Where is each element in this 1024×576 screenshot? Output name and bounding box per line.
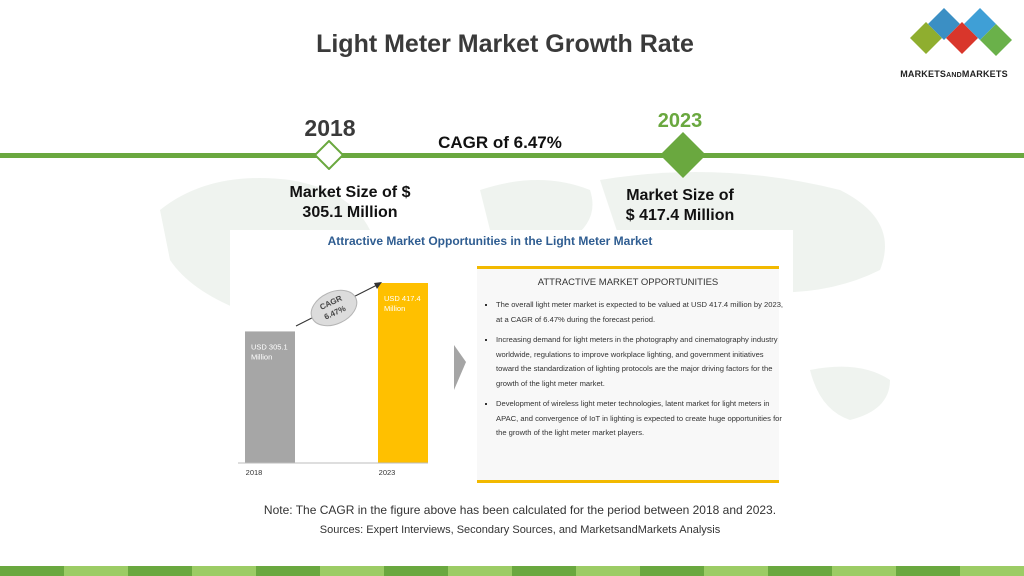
logo-text-part2: MARKETS [961,69,1008,79]
market-size-2023: Market Size of $ 417.4 Million [580,186,780,226]
cagr-arrow-head [374,282,382,289]
footer-stripe-segment [0,566,64,576]
transition-arrow [454,345,466,390]
year-2018-label: 2018 [304,115,356,141]
panel-title: Attractive Market Opportunities in the L… [327,234,653,248]
sources-text: Sources: Expert Interviews, Secondary So… [319,524,721,536]
bar-2023 [378,283,428,463]
x-tick-label: 2018 [246,468,263,477]
logo-text-and: AND [946,72,962,79]
bar-data-label: Million [384,304,405,313]
footer-stripe-segment [256,566,320,576]
bar-data-label: USD 417.4 [384,294,421,303]
opportunity-item: Increasing demand for light meters in th… [496,333,788,391]
footer-stripe-segment [768,566,832,576]
opportunities-box [477,266,779,483]
opportunities-heading: ATTRACTIVE MARKET OPPORTUNITIES [537,277,719,288]
logo-diamond-green [980,24,1012,56]
footer-stripe-segment [896,566,960,576]
timeline-line [0,153,1024,158]
year-2023-label: 2023 [657,110,703,132]
footer-stripe-segment [192,566,256,576]
cagr-ellipse [310,289,358,327]
footer-stripe-segment [64,566,128,576]
x-tick-label: 2023 [379,468,396,477]
market-size-2023-line2: $ 417.4 Million [625,207,735,224]
footer-stripe-segment [576,566,640,576]
cagr-label: CAGR of 6.47% [438,133,562,152]
opportunity-item: Development of wireless light meter tech… [496,397,788,441]
footer-stripe-segment [960,566,1024,576]
footer-stripe-segment [384,566,448,576]
footer-stripe-segment [320,566,384,576]
logo-text-part1: MARKETS [900,69,947,79]
cagr-note: Note: The CAGR in the figure above has b… [263,503,777,517]
logo-wordmark: MARKETSANDMARKETS [884,69,1024,79]
bar-data-label: USD 305.1 [251,342,288,351]
opportunities-list: The overall light meter market is expect… [482,298,788,447]
market-size-2023-line1: Market Size of [626,187,734,204]
page-title: Light Meter Market Growth Rate [316,30,694,58]
opportunity-item: The overall light meter market is expect… [496,298,788,327]
footer-stripe-segment [704,566,768,576]
marketsandmarkets-logo [910,8,1012,56]
footer-stripe [0,566,1024,576]
footer-stripe-segment [832,566,896,576]
timeline-marker-2018 [314,140,344,170]
footer-stripe-segment [512,566,576,576]
bar-data-label: Million [251,352,272,361]
market-size-2018: Market Size of $ 305.1 Million [250,183,450,223]
market-size-2018-line1: Market Size of $ [289,184,411,201]
bar-2018 [245,331,295,463]
market-size-2018-line2: 305.1 Million [302,204,398,221]
footer-stripe-segment [128,566,192,576]
timeline-marker-2023 [660,132,706,178]
footer-stripe-segment [640,566,704,576]
footer-stripe-segment [448,566,512,576]
